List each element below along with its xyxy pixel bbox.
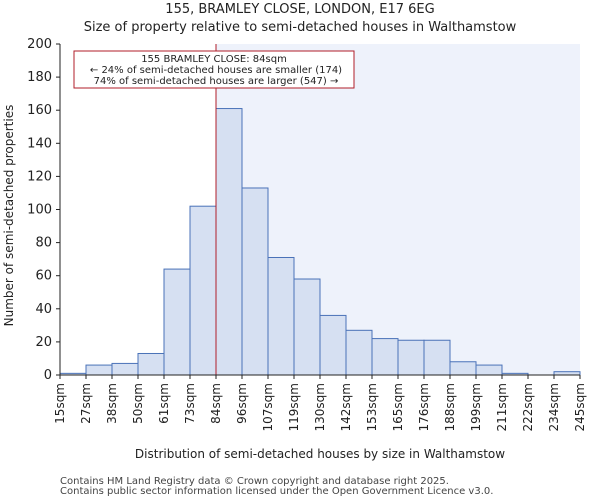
x-axis-label: Distribution of semi-detached houses by …: [135, 447, 505, 461]
y-tick-label: 60: [35, 269, 52, 284]
bar-119sqm: [293, 278, 321, 376]
x-tick-label: 234sqm: [547, 383, 561, 431]
y-tick-label: 180: [27, 70, 52, 85]
annotation-line-3: 74% of semi-detached houses are larger (…: [94, 76, 339, 87]
y-tick-label: 40: [35, 302, 52, 317]
x-tick-label: 27sqm: [79, 383, 93, 424]
y-tick-label: 160: [27, 103, 52, 118]
bar-107sqm: [267, 256, 295, 376]
y-tick-label: 140: [27, 136, 52, 151]
bar-96sqm: [241, 187, 269, 376]
y-axis-label: Number of semi-detached properties: [2, 105, 16, 327]
x-tick-label: 130sqm: [313, 383, 327, 431]
x-tick-label: 211sqm: [495, 383, 509, 431]
x-tick-label: 50sqm: [131, 383, 145, 424]
bar-61sqm: [163, 268, 191, 376]
x-tick-label: 61sqm: [157, 383, 171, 424]
chart-title: 155, BRAMLEY CLOSE, LONDON, E17 6EG: [165, 2, 435, 17]
x-tick-label: 176sqm: [417, 383, 431, 431]
annotation-box: [73, 50, 355, 89]
y-tick-label: 200: [27, 37, 52, 52]
bar-142sqm: [345, 329, 373, 376]
y-tick-label: 20: [35, 335, 52, 350]
bar-188sqm: [449, 361, 477, 376]
chart-subtitle: Size of property relative to semi-detach…: [83, 20, 517, 35]
x-tick-label: 188sqm: [443, 383, 457, 431]
annotation-line-1: 155 BRAMLEY CLOSE: 84sqm: [141, 54, 287, 65]
bar-84sqm: [215, 108, 243, 376]
x-tick-label: 38sqm: [105, 383, 119, 424]
x-tick-label: 119sqm: [287, 383, 301, 431]
bar-38sqm: [111, 362, 139, 376]
bar-27sqm: [85, 364, 113, 376]
x-tick-label: 165sqm: [391, 383, 405, 431]
bar-176sqm: [423, 339, 451, 376]
y-tick-label: 0: [44, 368, 52, 383]
x-tick-label: 73sqm: [183, 383, 197, 424]
y-tick-label: 80: [35, 236, 52, 251]
x-tick-label: 15sqm: [53, 383, 67, 424]
x-tick-label: 153sqm: [365, 383, 379, 431]
x-tick-label: 199sqm: [469, 383, 483, 431]
annotation-line-2: ← 24% of semi-detached houses are smalle…: [90, 65, 342, 76]
footer-copyright: Contains HM Land Registry data © Crown c…: [60, 476, 449, 487]
x-tick-label: 222sqm: [521, 383, 535, 431]
bar-130sqm: [319, 314, 347, 376]
bar-153sqm: [371, 338, 399, 376]
y-tick-label: 120: [27, 169, 52, 184]
x-tick-label: 142sqm: [339, 383, 353, 431]
bar-199sqm: [475, 364, 503, 376]
x-tick-label: 96sqm: [235, 383, 249, 424]
x-tick-label: 107sqm: [261, 383, 275, 431]
x-tick-label: 84sqm: [209, 383, 223, 424]
footer-licence: Contains public sector information licen…: [60, 486, 494, 497]
y-tick-label: 100: [27, 203, 52, 218]
x-tick-label: 245sqm: [573, 383, 587, 431]
histogram-chart: 0 20 40 60 80 100 120 140 160 180 200 15sqm 27sqm 38…: [2, 37, 587, 461]
bar-73sqm: [189, 205, 217, 376]
bar-165sqm: [397, 339, 425, 376]
bar-50sqm: [137, 352, 165, 376]
